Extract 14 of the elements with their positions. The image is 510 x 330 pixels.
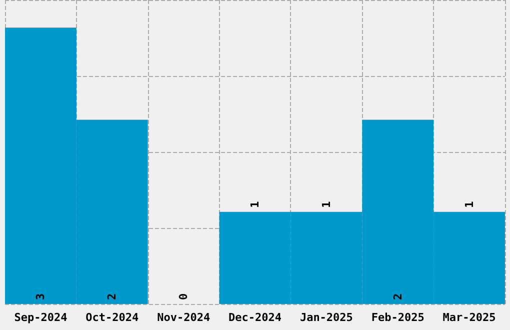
data-label: 2 — [106, 293, 119, 300]
x-tick-label: Oct-2024 — [86, 311, 140, 324]
data-label: 1 — [462, 200, 476, 208]
x-tick-label: Feb-2025 — [371, 311, 424, 324]
data-label: 2 — [391, 293, 404, 300]
data-label: 0 — [177, 293, 190, 300]
x-tick-label: Sep-2024 — [14, 311, 68, 324]
data-label: 3 — [34, 293, 48, 300]
x-tick-label: Mar-2025 — [442, 311, 496, 324]
x-tick-label: Jan-2025 — [300, 311, 353, 324]
x-tick-label: Dec-2024 — [228, 311, 282, 324]
x-tick-label: Nov-2024 — [157, 311, 210, 324]
data-label: 1 — [320, 200, 333, 208]
data-label: 1 — [248, 200, 262, 208]
